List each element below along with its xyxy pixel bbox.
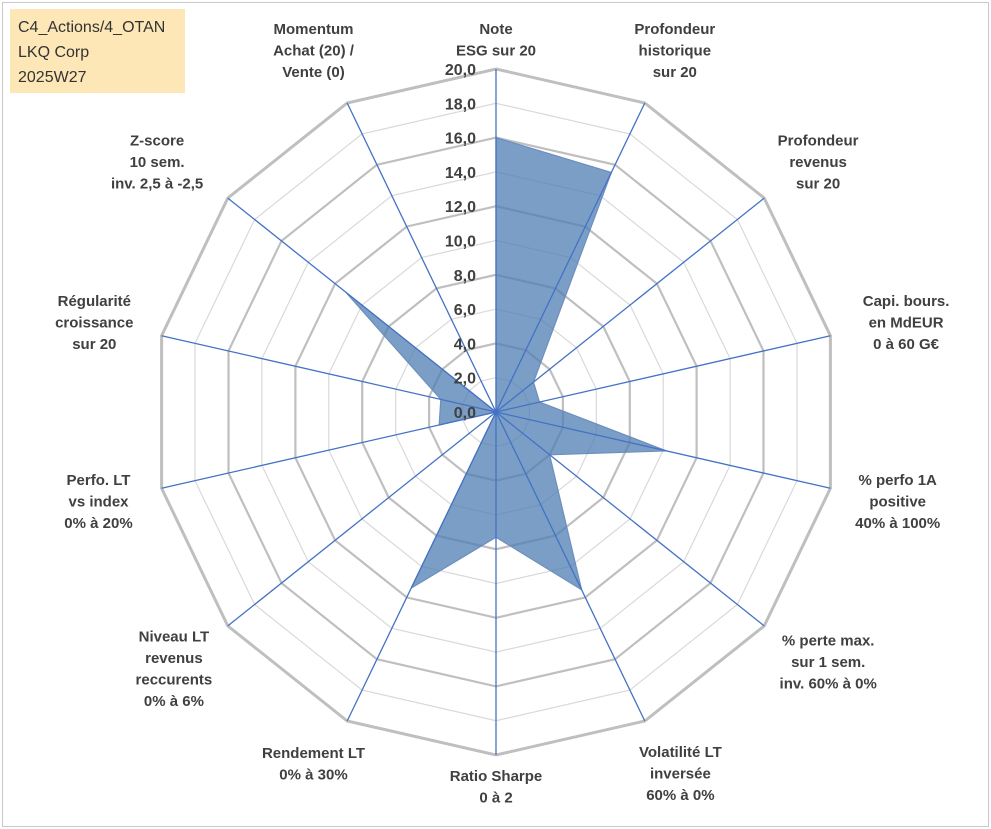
spoke-layer xyxy=(161,69,831,755)
axis-label: Momentum Achat (20) / Vente (0) xyxy=(273,21,355,81)
axis-label-line: 10 sem. xyxy=(130,154,185,171)
axis-label-line: Z-score xyxy=(130,132,184,149)
label-layer: Note ESG sur 20 Profondeur historique sur 20… xyxy=(55,21,950,807)
axis-label-line: revenus xyxy=(789,154,847,171)
axis-label: Profondeur historique sur 20 xyxy=(634,21,715,81)
tick-label: 20,0 xyxy=(445,62,476,79)
axis-spoke xyxy=(346,102,497,413)
axis-label-line: historique xyxy=(639,43,712,60)
axis-label-line: en MdEUR xyxy=(869,315,944,332)
axis-label: Rendement LT 0% à 30% xyxy=(262,745,365,784)
axis-label-line: Rendement LT xyxy=(262,745,365,762)
axis-label-line: Capi. bours. xyxy=(863,293,950,310)
axis-label: Note ESG sur 20 xyxy=(456,21,536,60)
axis-label-line: 40% à 100% xyxy=(855,515,940,532)
series-area xyxy=(345,137,668,591)
axis-label-line: Perfo. LT xyxy=(67,472,131,489)
axis-label-line: sur 20 xyxy=(653,64,697,81)
info-box-week: 2025W27 xyxy=(18,69,87,86)
axis-label: Ratio Sharpe 0 à 2 xyxy=(450,768,543,807)
tick-layer: 0,0 2,0 4,0 6,0 8,0 10,0 12,0 14,0 16,0 18,0 20,0 xyxy=(445,62,476,422)
axis-spoke xyxy=(495,197,765,413)
axis-spoke xyxy=(346,411,497,722)
axis-label-line: Vente (0) xyxy=(282,64,345,81)
axis-label-line: ESG sur 20 xyxy=(456,42,536,59)
axis-label-line: croissance xyxy=(55,315,133,332)
tick-label: 4,0 xyxy=(454,336,476,353)
axis-label-line: Ratio Sharpe xyxy=(450,768,543,785)
tick-label: 8,0 xyxy=(454,268,476,285)
axis-spoke xyxy=(161,335,497,413)
axis-label: Volatilité LT inversée 60% à 0% xyxy=(639,744,722,804)
tick-label: 6,0 xyxy=(454,302,476,319)
tick-label: 18,0 xyxy=(445,96,476,113)
series-layer xyxy=(345,137,668,591)
axis-label-line: Achat (20) / xyxy=(273,43,355,60)
axis-label-line: inv. 2,5 à -2,5 xyxy=(111,175,203,192)
tick-label: 10,0 xyxy=(445,234,476,251)
axis-label-line: revenus xyxy=(145,650,203,667)
axis-label-line: positive xyxy=(869,493,926,510)
axis-label: Niveau LT revenus reccurents 0% à 6% xyxy=(136,629,213,711)
axis-label-line: Note xyxy=(479,21,512,38)
tick-label: 16,0 xyxy=(445,131,476,148)
axis-label-line: Régularité xyxy=(58,293,131,310)
axis-label-line: Momentum xyxy=(274,21,354,38)
axis-label: Perfo. LT vs index 0% à 20% xyxy=(64,472,132,532)
axis-label-line: sur 1 sem. xyxy=(791,654,865,671)
axis-label-line: 0% à 30% xyxy=(279,767,347,784)
axis-label: Régularité croissance sur 20 xyxy=(55,293,133,353)
axis-label-line: 0% à 20% xyxy=(64,515,132,532)
axis-label-line: 60% à 0% xyxy=(646,787,714,804)
tick-label: 0,0 xyxy=(454,405,476,422)
axis-label-line: sur 20 xyxy=(72,336,116,353)
axis-label-line: vs index xyxy=(68,493,129,510)
axis-spoke xyxy=(161,411,497,489)
axis-spoke xyxy=(495,102,646,413)
axis-spoke xyxy=(495,335,831,413)
axis-label-line: % perte max. xyxy=(782,633,875,650)
axis-label: Capi. bours. en MdEUR 0 à 60 G€ xyxy=(863,293,950,353)
axis-label-line: Profondeur xyxy=(634,21,715,38)
info-box-portfolio: C4_Actions/4_OTAN xyxy=(18,19,166,36)
axis-label: Z-score 10 sem. inv. 2,5 à -2,5 xyxy=(111,132,203,192)
axis-label-line: Niveau LT xyxy=(139,629,210,646)
axis-label: % perte max. sur 1 sem. inv. 60% à 0% xyxy=(780,633,877,693)
axis-spoke xyxy=(227,197,497,413)
axis-label-line: inversée xyxy=(650,766,711,783)
axis-label-line: 0% à 6% xyxy=(144,693,204,710)
info-box-company: LKQ Corp xyxy=(18,44,90,61)
axis-label-line: reccurents xyxy=(136,672,213,689)
axis-spoke xyxy=(227,411,497,627)
axis-label-line: % perfo 1A xyxy=(859,472,938,489)
tick-label: 12,0 xyxy=(445,199,476,216)
info-box: C4_Actions/4_OTAN LKQ Corp 2025W27 xyxy=(10,9,185,93)
tick-label: 2,0 xyxy=(454,371,476,388)
axis-label: % perfo 1A positive 40% à 100% xyxy=(855,472,940,532)
axis-spoke xyxy=(495,411,831,489)
axis-label: Profondeur revenus sur 20 xyxy=(778,132,859,192)
axis-label-line: Profondeur xyxy=(778,132,859,149)
axis-label-line: sur 20 xyxy=(796,175,840,192)
axis-spoke xyxy=(495,411,646,722)
axis-label-line: inv. 60% à 0% xyxy=(780,676,877,693)
axis-label-line: 0 à 2 xyxy=(479,789,512,806)
tick-label: 14,0 xyxy=(445,165,476,182)
axis-label-line: Volatilité LT xyxy=(639,744,722,761)
axis-label-line: 0 à 60 G€ xyxy=(873,336,940,353)
axis-spoke xyxy=(495,411,765,627)
